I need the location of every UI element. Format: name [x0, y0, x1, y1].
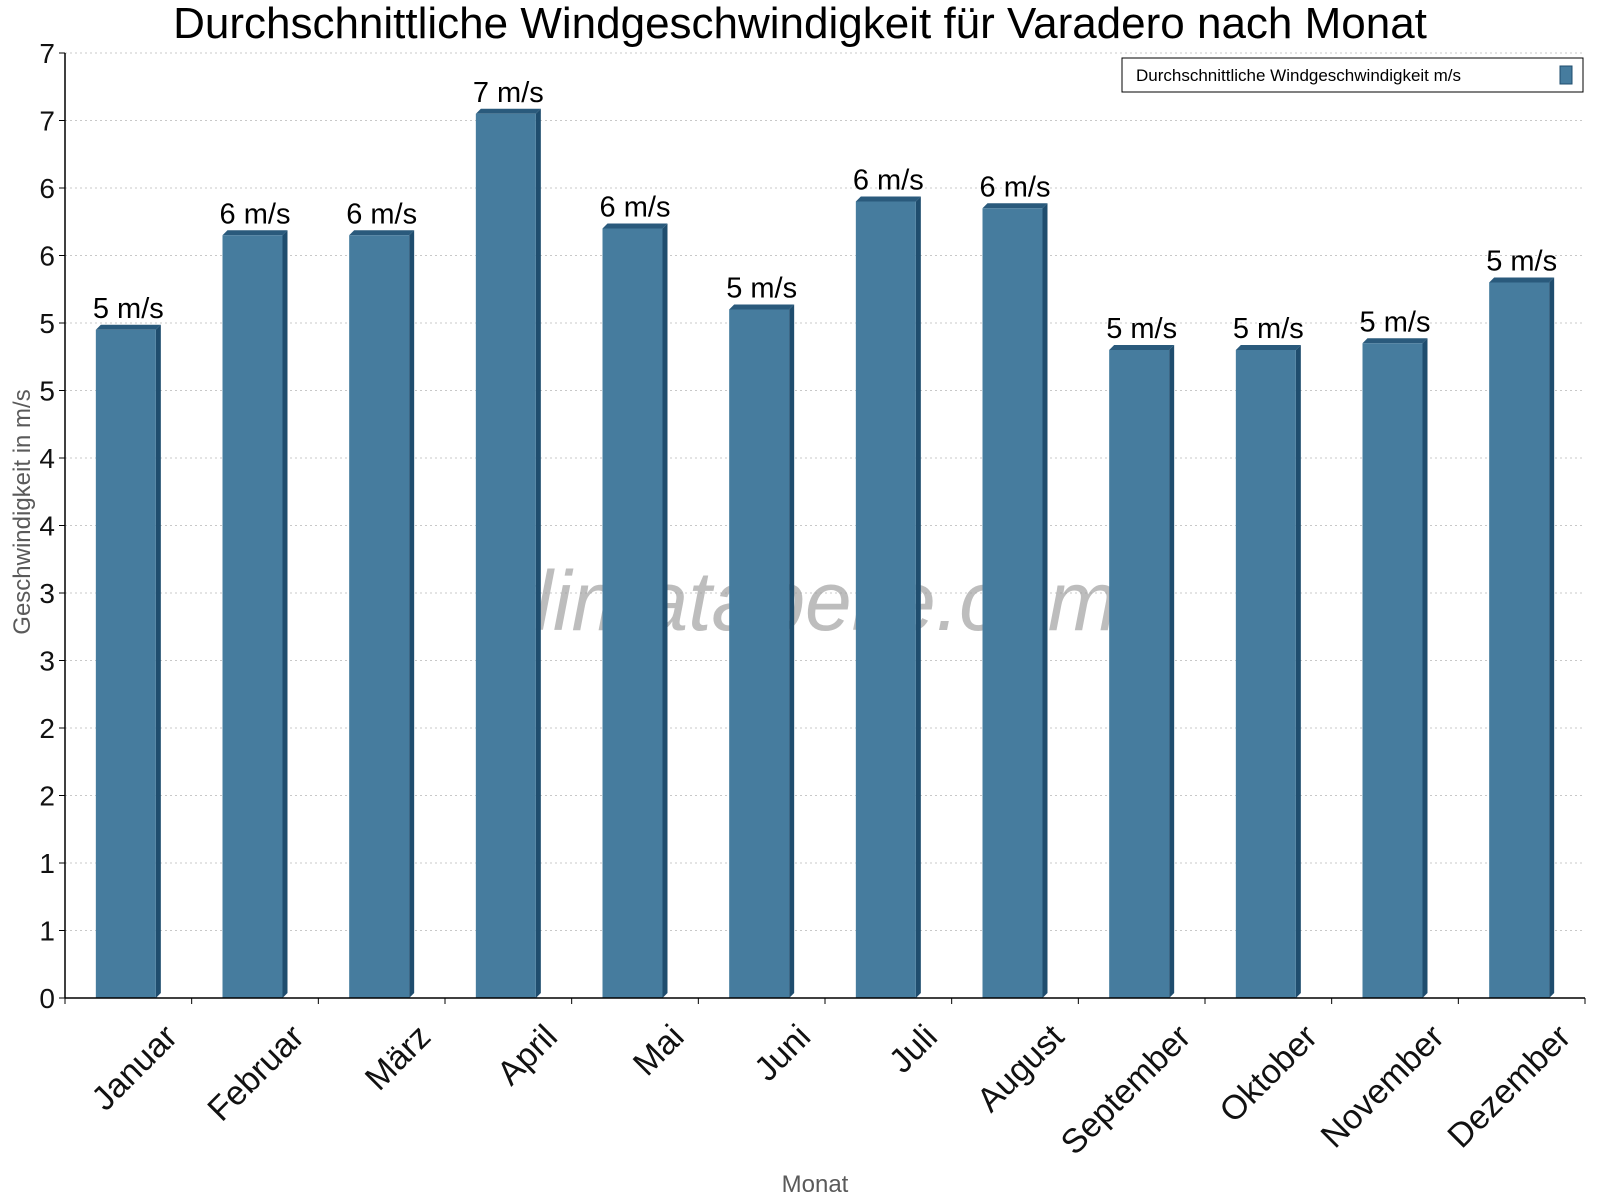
bar-top [1489, 277, 1555, 283]
y-tick-label: 5 [39, 376, 55, 407]
y-tick-label: 7 [39, 38, 55, 69]
x-tick-label: Juni [747, 1018, 818, 1089]
x-tick-label: Dezember [1440, 1018, 1578, 1156]
y-axis-title: Geschwindigkeit in m/s [9, 389, 36, 634]
data-label: 5 m/s [93, 293, 164, 325]
bar [1109, 350, 1170, 998]
data-label: 5 m/s [1360, 306, 1431, 338]
y-tick-label: 7 [39, 106, 55, 137]
y-tick-label: 2 [39, 713, 55, 744]
y-tick-label: 1 [39, 848, 55, 879]
bar-side [915, 196, 921, 998]
bar-side [535, 108, 541, 998]
bar [982, 208, 1043, 998]
y-tick-label: 2 [39, 781, 55, 812]
bar-top [729, 304, 795, 310]
x-axis-title: Monat [782, 1171, 849, 1198]
bar [1489, 282, 1550, 998]
data-label: 5 m/s [1106, 313, 1177, 345]
x-tick-label: September [1054, 1018, 1198, 1162]
x-tick-label: April [490, 1018, 565, 1093]
x-tick-label: November [1314, 1018, 1452, 1156]
y-tick-label: 3 [39, 578, 55, 609]
bar-top [475, 108, 541, 114]
legend-swatch [1559, 65, 1573, 85]
x-tick-label: Januar [84, 1018, 184, 1118]
x-tick-label: Mai [626, 1018, 692, 1084]
x-tick-label: Februar [200, 1018, 311, 1129]
y-tick-label: 4 [39, 511, 55, 542]
bar-side [1042, 203, 1048, 998]
bar [602, 228, 663, 998]
y-tick-label: 6 [39, 241, 55, 272]
bar-top [95, 324, 161, 330]
data-label: 6 m/s [980, 171, 1051, 203]
bar [1235, 350, 1296, 998]
bar-top [1362, 338, 1428, 344]
y-tick-label: 4 [39, 443, 55, 474]
chart-title: Durchschnittliche Windgeschwindigkeit fü… [173, 0, 1427, 48]
bar-top [349, 230, 415, 236]
bar-top [602, 223, 668, 229]
bar-side [282, 230, 288, 998]
bar-top [222, 230, 288, 236]
legend-box [1121, 57, 1584, 93]
bar-side [789, 304, 795, 998]
y-tick-label: 5 [39, 308, 55, 339]
data-label: 6 m/s [600, 192, 671, 224]
bar [222, 235, 283, 998]
bars [95, 108, 1555, 998]
x-tick-label: Juli [882, 1018, 945, 1081]
bar-side [1295, 345, 1301, 998]
y-tick-label: 6 [39, 173, 55, 204]
bar-top [982, 203, 1048, 209]
y-tick-label: 3 [39, 646, 55, 677]
bar-side [1169, 345, 1175, 998]
data-label: 5 m/s [726, 273, 797, 305]
bar [475, 113, 536, 998]
x-tick-label: August [970, 1017, 1072, 1119]
bar [95, 329, 156, 998]
data-label: 6 m/s [346, 198, 417, 230]
bar-top [855, 196, 921, 202]
bar-side [1422, 338, 1428, 998]
bar [349, 235, 410, 998]
bar-side [409, 230, 415, 998]
data-label: 6 m/s [220, 198, 291, 230]
data-label: 6 m/s [853, 165, 924, 197]
data-label: 7 m/s [473, 77, 544, 109]
bar [1362, 343, 1423, 998]
x-tick-label: März [358, 1018, 438, 1098]
bar-side [662, 223, 668, 998]
y-tick-label: 1 [39, 916, 55, 947]
x-tick-label: Oktober [1212, 1018, 1324, 1130]
bar-side [1549, 277, 1555, 998]
bar [855, 201, 916, 998]
legend-entry-label: Durchschnittliche Windgeschwindigkeit m/… [1136, 66, 1461, 85]
y-tick-label: 0 [39, 983, 55, 1014]
grid-lines [65, 52, 1585, 931]
data-label: 5 m/s [1486, 246, 1557, 278]
legend: Durchschnittliche Windgeschwindigkeit m/… [1121, 57, 1584, 93]
data-labels: 5 m/s 6 m/s 6 m/s 7 m/s 6 m/s 5 m/s 6 m/s 6 m/s… [93, 77, 1557, 345]
bar-side [155, 324, 161, 998]
bar-top [1109, 345, 1175, 350]
bar-top [1235, 345, 1301, 350]
bar [729, 309, 790, 998]
data-label: 5 m/s [1233, 313, 1304, 345]
